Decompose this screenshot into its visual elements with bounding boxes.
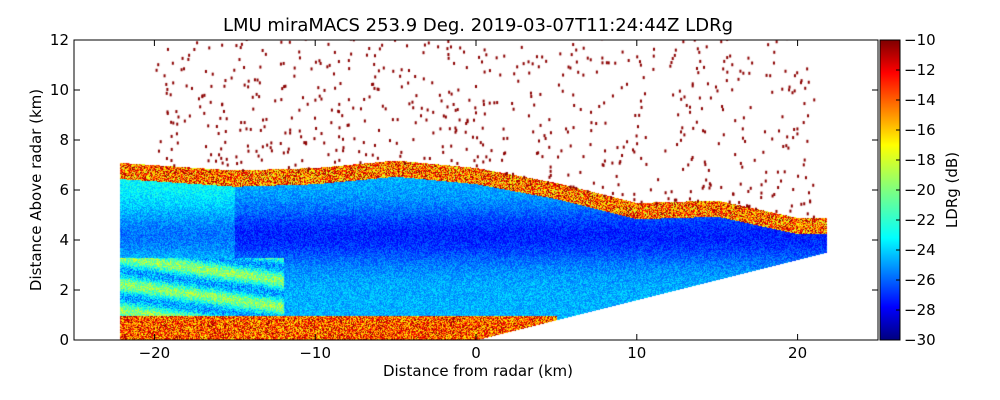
- colorbar: −30 −28 −26 −24 −22 −20 −18 −16 −14 −12 −10 LDRg (…: [879, 31, 961, 349]
- y-tick-label: 6: [59, 181, 69, 199]
- x-tick-label: 10: [627, 344, 646, 362]
- y-axis-ticks: 0 2 4 6 8 10 12: [50, 31, 878, 349]
- colorbar-tick-label: −28: [904, 301, 936, 319]
- colorbar-tick-label: −30: [904, 331, 936, 349]
- x-axis-ticks: −20 −10 0 10 20: [139, 40, 807, 362]
- y-tick-label: 12: [50, 31, 69, 49]
- x-axis-label: Distance from radar (km): [383, 362, 573, 380]
- colorbar-tick-label: −14: [904, 91, 936, 109]
- colorbar-tick-label: −26: [904, 271, 936, 289]
- colorbar-tick-label: −10: [904, 31, 936, 49]
- y-axis-label: Distance Above radar (km): [27, 89, 45, 291]
- y-tick-label: 2: [59, 281, 69, 299]
- y-tick-label: 0: [59, 331, 69, 349]
- ldr-heatmap: [74, 40, 878, 340]
- colorbar-ticks: −30 −28 −26 −24 −22 −20 −18 −16 −14 −12 −10: [896, 31, 936, 349]
- colorbar-tick-label: −16: [904, 121, 936, 139]
- y-tick-label: 10: [50, 81, 69, 99]
- heatmap-canvas: [74, 40, 878, 340]
- colorbar-tick-label: −22: [904, 211, 936, 229]
- y-tick-label: 8: [59, 131, 69, 149]
- chart-title: LMU miraMACS 253.9 Deg. 2019-03-07T11:24…: [223, 15, 733, 36]
- colorbar-tick-label: −18: [904, 151, 936, 169]
- x-tick-label: 20: [788, 344, 807, 362]
- colorbar-tick-label: −24: [904, 241, 936, 259]
- x-tick-label: −10: [299, 344, 331, 362]
- y-tick-label: 4: [59, 231, 69, 249]
- x-tick-label: 0: [471, 344, 481, 362]
- x-tick-label: −20: [139, 344, 171, 362]
- colorbar-tick-label: −20: [904, 181, 936, 199]
- colorbar-tick-label: −12: [904, 61, 936, 79]
- colorbar-label: LDRg (dB): [943, 152, 961, 228]
